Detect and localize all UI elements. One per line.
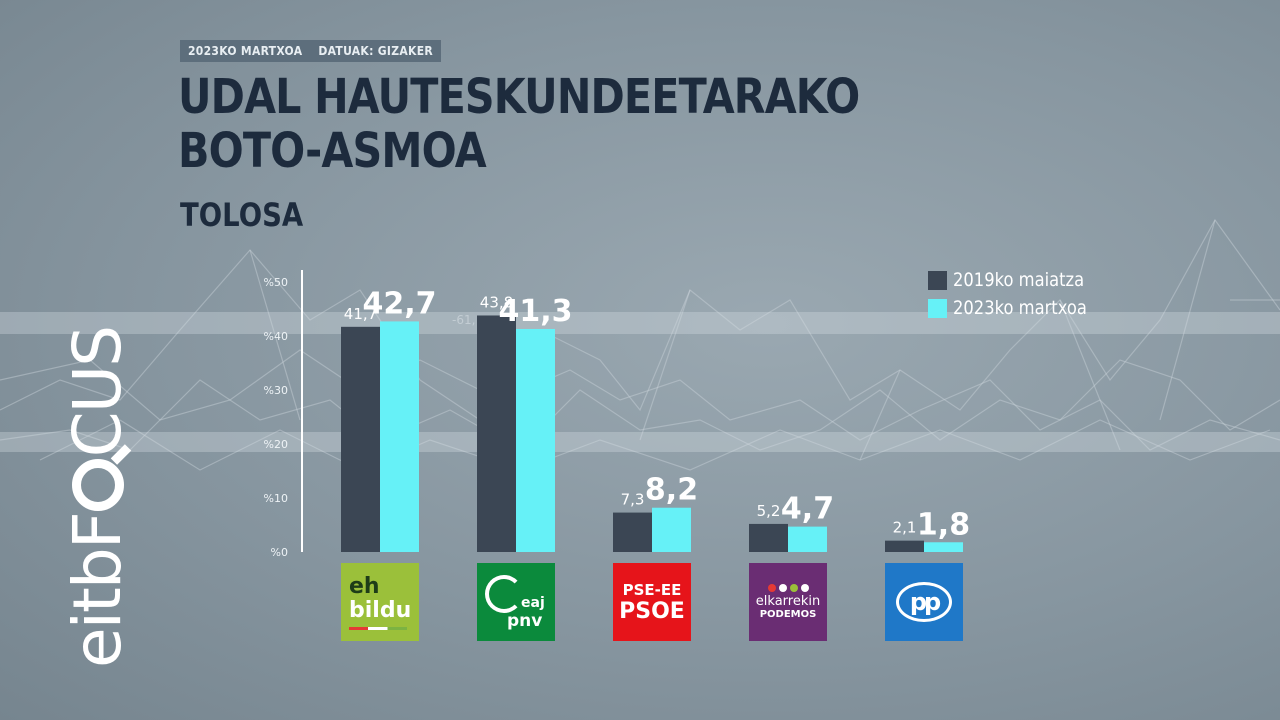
background-label: -61, (452, 313, 475, 327)
data-label-2023: 41,3 (498, 294, 572, 329)
eh-bildu-logo: eh bildu (341, 563, 419, 641)
y-tick-label: %30 (264, 384, 288, 397)
y-tick-label: %20 (264, 438, 288, 451)
pnv-emblem-icon (485, 575, 523, 613)
data-label-2019: 2,1 (893, 519, 917, 537)
bar-2019 (885, 540, 924, 552)
title-line-1: UDAL HAUTESKUNDEETARAKO (178, 69, 860, 125)
source-tag: DATUAK: GIZAKER (318, 44, 433, 58)
pnv-logo-line-2: pnv (507, 611, 543, 631)
bar-2023 (652, 507, 691, 552)
pse-logo-line-1: PSE-EE (622, 581, 682, 599)
chart-title: UDAL HAUTESKUNDEETARAKO BOTO-ASMOA (178, 69, 860, 179)
pp-logo: pp (885, 563, 963, 641)
y-tick-label: %10 (264, 492, 288, 505)
bar-2023 (924, 542, 963, 552)
chart-legend: 2019ko maiatza 2023ko martxoa (928, 266, 1109, 322)
eaj-pnv-logo: eaj pnv (477, 563, 555, 641)
pse-logo-line-2: PSOE (619, 599, 685, 624)
pse-psoe-logo: PSE-EE PSOE (613, 563, 691, 641)
title-line-2: BOTO-ASMOA (178, 123, 487, 179)
podemos-dots-icon (767, 583, 809, 592)
legend-swatch-2023 (928, 298, 947, 318)
date-source-tag: 2023KO MARTXOA DATUAK: GIZAKER (180, 40, 441, 62)
y-tick-label: %40 (264, 330, 288, 343)
legend-label-2023: 2023ko martxoa (953, 297, 1087, 319)
bar-2019 (749, 523, 788, 552)
bar-2019 (477, 315, 516, 552)
bar-2019 (341, 326, 380, 552)
legend-item-2019: 2019ko maiatza (928, 266, 1109, 294)
bildu-logo-line-2: bildu (349, 597, 412, 623)
bar-2023 (380, 321, 419, 552)
bildu-logo-line-1: eh (349, 573, 380, 599)
bar-2019 (613, 512, 652, 552)
legend-item-2023: 2023ko martxoa (928, 294, 1109, 322)
pp-logo-circle: pp (896, 582, 952, 622)
y-tick-label: %0 (271, 546, 288, 559)
data-label-2023: 4,7 (781, 492, 834, 527)
data-label-2019: 43,8 (480, 293, 513, 311)
data-label-2023: 1,8 (917, 507, 970, 542)
bar-2023 (788, 526, 827, 552)
legend-label-2019: 2019ko maiatza (953, 269, 1085, 291)
y-tick-label: %50 (264, 276, 288, 289)
data-label-2023: 42,7 (362, 286, 436, 321)
bar-2023 (516, 328, 555, 552)
legend-swatch-2019 (928, 270, 947, 290)
data-label-2023: 8,2 (645, 473, 698, 508)
data-label-2019: 41,7 (344, 305, 377, 323)
chart-subtitle: TOLOSA (180, 196, 304, 234)
podemos-logo-line-2: PODEMOS (759, 608, 817, 620)
data-label-2019: 7,3 (621, 491, 645, 509)
podemos-logo-line-1: elkarrekin (755, 593, 821, 609)
date-tag: 2023KO MARTXOA (188, 44, 303, 58)
pnv-logo-line-1: eaj (521, 595, 545, 611)
bildu-logo-stripe (349, 626, 407, 630)
elkarrekin-podemos-logo: elkarrekin PODEMOS (749, 563, 827, 641)
data-label-2019: 5,2 (757, 502, 781, 520)
